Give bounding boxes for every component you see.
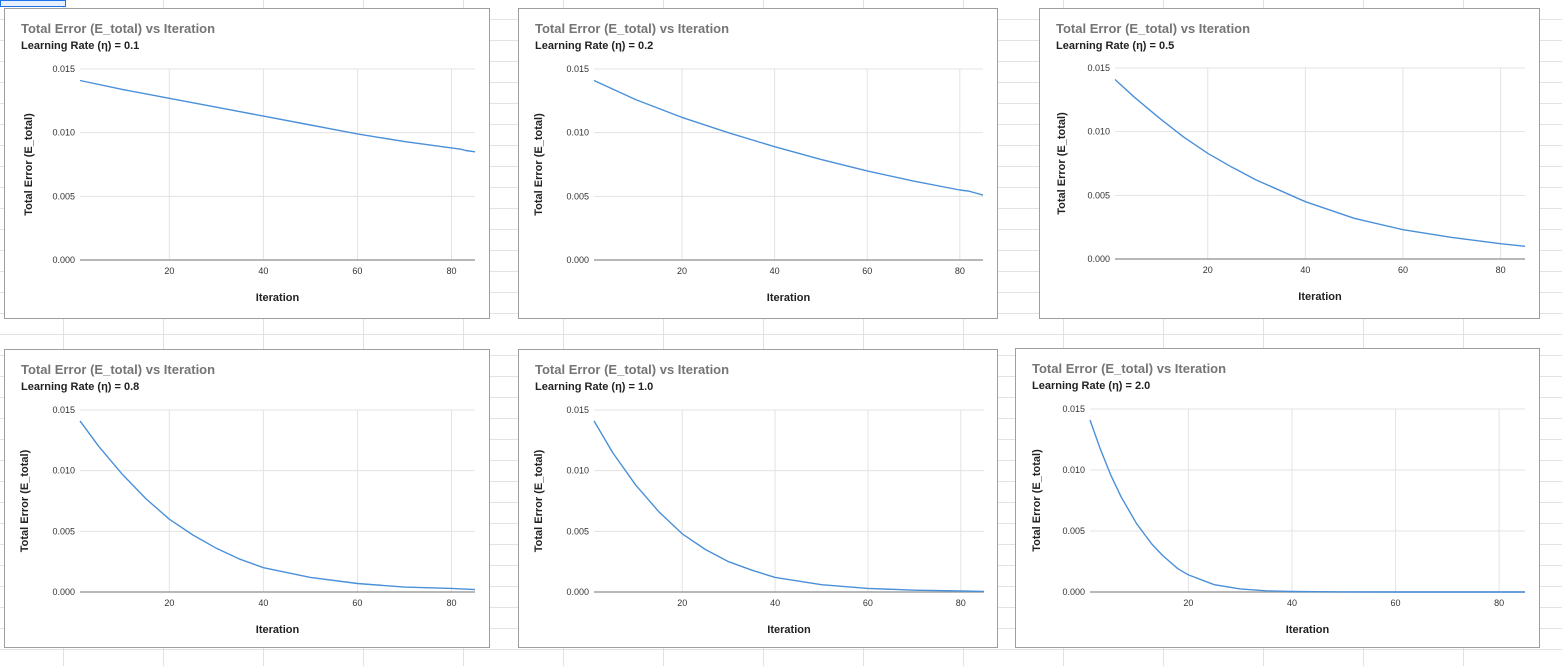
y-tick-label: 0.000 — [1087, 254, 1110, 264]
y-axis-label: Total Error (E_total) — [19, 449, 31, 552]
x-tick-label: 40 — [770, 266, 780, 276]
y-tick-label: 0.005 — [566, 526, 589, 536]
series-line — [1089, 419, 1525, 593]
x-tick-label: 60 — [863, 598, 873, 608]
chart-subtitle: Learning Rate (η) = 2.0 — [1032, 380, 1151, 392]
x-tick-label: 40 — [1300, 265, 1310, 275]
y-tick-label: 0.000 — [52, 255, 75, 265]
x-tick-label: 80 — [955, 266, 965, 276]
x-axis-label: Iteration — [767, 624, 811, 636]
chart-plot: 0.000 0.005 0.010 0.015 20 40 60 80 Iteration Tot… — [533, 405, 985, 636]
x-axis-label: Iteration — [1298, 291, 1342, 303]
y-axis-label: Total Error (E_total) — [1031, 449, 1043, 552]
chart-title: Total Error (E_total) vs Iteration — [535, 362, 730, 377]
chart-plot: 0.000 0.005 0.010 0.015 20 40 60 80 Iteration Tot… — [1031, 404, 1525, 636]
chart-title: Total Error (E_total) vs Iteration — [535, 21, 730, 36]
y-tick-label: 0.015 — [1087, 63, 1110, 73]
x-tick-label: 80 — [1496, 265, 1506, 275]
series-line — [593, 420, 985, 593]
series-line — [79, 79, 476, 153]
y-tick-label: 0.015 — [52, 405, 75, 415]
y-tick-label: 0.000 — [566, 255, 589, 265]
chart-plot: 0.000 0.005 0.010 0.015 20 40 60 80 Iteration Tot… — [19, 405, 476, 636]
x-axis-label: Iteration — [256, 292, 300, 304]
y-tick-label: 0.015 — [52, 64, 75, 74]
x-tick-label: 80 — [446, 598, 456, 608]
chart-plot: 0.000 0.005 0.010 0.015 20 40 60 80 Iteration Tot… — [23, 64, 476, 304]
y-tick-label: 0.000 — [1062, 587, 1085, 597]
chart-title: Total Error (E_total) vs Iteration — [1032, 361, 1227, 376]
y-tick-label: 0.005 — [52, 526, 75, 536]
y-tick-label: 0.010 — [566, 128, 589, 138]
chart-panel-lr-0-2[interactable]: Total Error (E_total) vs Iteration Learn… — [518, 8, 998, 319]
chart-plot: 0.000 0.005 0.010 0.015 20 40 60 80 Iteration Tot… — [533, 64, 984, 304]
chart-subtitle: Learning Rate (η) = 0.1 — [21, 40, 140, 52]
y-tick-label: 0.010 — [52, 466, 75, 476]
y-tick-label: 0.005 — [1087, 190, 1110, 200]
y-axis-label: Total Error (E_total) — [23, 113, 35, 216]
x-axis-label: Iteration — [1286, 624, 1330, 636]
x-tick-label: 80 — [956, 598, 966, 608]
y-tick-label: 0.005 — [52, 191, 75, 201]
series-line — [79, 420, 476, 591]
chart-subtitle: Learning Rate (η) = 0.5 — [1056, 40, 1175, 52]
y-tick-label: 0.015 — [1062, 404, 1085, 414]
y-tick-label: 0.000 — [566, 587, 589, 597]
y-tick-label: 0.015 — [566, 405, 589, 415]
y-axis-label: Total Error (E_total) — [1056, 112, 1068, 215]
y-tick-label: 0.000 — [52, 587, 75, 597]
chart-title: Total Error (E_total) vs Iteration — [1056, 21, 1251, 36]
y-tick-label: 0.015 — [566, 64, 589, 74]
y-axis-label: Total Error (E_total) — [533, 449, 545, 552]
x-tick-label: 80 — [1494, 598, 1504, 608]
chart-subtitle: Learning Rate (η) = 1.0 — [535, 381, 654, 393]
x-axis-label: Iteration — [767, 292, 811, 304]
chart-panel-lr-0-1[interactable]: Total Error (E_total) vs Iteration Learn… — [4, 8, 490, 319]
x-tick-label: 80 — [446, 266, 456, 276]
x-tick-label: 60 — [1391, 598, 1401, 608]
series-line — [593, 79, 984, 196]
chart-plot: 0.000 0.005 0.010 0.015 20 40 60 80 Iteration Tot… — [1056, 63, 1526, 303]
selected-cell[interactable] — [0, 0, 66, 7]
x-tick-label: 60 — [862, 266, 872, 276]
x-tick-label: 40 — [258, 598, 268, 608]
y-tick-label: 0.010 — [566, 466, 589, 476]
chart-title: Total Error (E_total) vs Iteration — [21, 21, 216, 36]
chart-subtitle: Learning Rate (η) = 0.8 — [21, 381, 140, 393]
series-line — [1114, 78, 1526, 247]
x-tick-label: 40 — [258, 266, 268, 276]
x-tick-label: 20 — [1203, 265, 1213, 275]
x-tick-label: 60 — [1398, 265, 1408, 275]
chart-title: Total Error (E_total) vs Iteration — [21, 362, 216, 377]
x-tick-label: 20 — [164, 598, 174, 608]
chart-panel-lr-1-0[interactable]: Total Error (E_total) vs Iteration Learn… — [518, 349, 998, 648]
y-tick-label: 0.010 — [1062, 465, 1085, 475]
x-tick-label: 20 — [1183, 598, 1193, 608]
x-tick-label: 40 — [770, 598, 780, 608]
x-tick-label: 20 — [677, 266, 687, 276]
x-tick-label: 40 — [1287, 598, 1297, 608]
y-tick-label: 0.005 — [1062, 526, 1085, 536]
x-tick-label: 60 — [352, 266, 362, 276]
chart-subtitle: Learning Rate (η) = 0.2 — [535, 40, 654, 52]
x-tick-label: 20 — [677, 598, 687, 608]
y-tick-label: 0.010 — [1087, 127, 1110, 137]
y-axis-label: Total Error (E_total) — [533, 113, 545, 216]
x-tick-label: 60 — [352, 598, 362, 608]
chart-panel-lr-0-8[interactable]: Total Error (E_total) vs Iteration Learn… — [4, 349, 490, 648]
chart-panel-lr-2-0[interactable]: Total Error (E_total) vs Iteration Learn… — [1015, 348, 1540, 648]
x-axis-label: Iteration — [256, 624, 300, 636]
x-tick-label: 20 — [164, 266, 174, 276]
chart-panel-lr-0-5[interactable]: Total Error (E_total) vs Iteration Learn… — [1039, 8, 1540, 319]
y-tick-label: 0.005 — [566, 191, 589, 201]
y-tick-label: 0.010 — [52, 128, 75, 138]
